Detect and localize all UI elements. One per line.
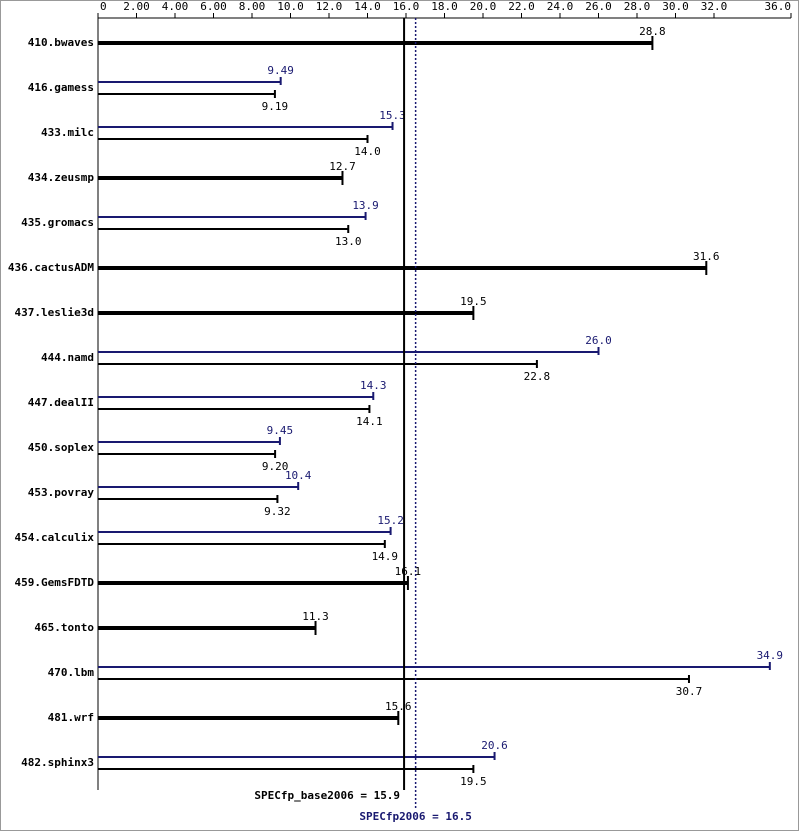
category-label: 444.namd [41, 351, 94, 364]
category-label: 447.dealII [28, 396, 94, 409]
category-label: 482.sphinx3 [21, 756, 94, 769]
value-label: 16.1 [395, 565, 422, 578]
category-label: 433.milc [41, 126, 94, 139]
x-tick-label: 14.0 [354, 0, 381, 13]
bar [98, 626, 316, 630]
x-tick-label: 0 [100, 0, 107, 13]
value-label: 15.6 [385, 700, 412, 713]
bar [98, 81, 281, 83]
category-label: 436.cactusADM [8, 261, 94, 274]
reference-label: SPECfp_base2006 = 15.9 [254, 789, 400, 802]
value-label: 14.0 [354, 145, 381, 158]
value-label: 20.6 [481, 739, 508, 752]
bar [98, 486, 299, 488]
value-label: 15.2 [377, 514, 404, 527]
bar [98, 666, 770, 668]
bar [98, 543, 385, 545]
category-label: 410.bwaves [28, 36, 94, 49]
bar [98, 453, 276, 455]
x-tick-label: 10.0 [277, 0, 304, 13]
value-label: 9.49 [267, 64, 294, 77]
value-label: 14.3 [360, 379, 387, 392]
bar [98, 581, 408, 585]
x-tick-label: 4.00 [162, 0, 189, 13]
category-label: 434.zeusmp [28, 171, 95, 184]
x-tick-label: 6.00 [200, 0, 227, 13]
bar [98, 768, 474, 770]
bar [98, 351, 599, 353]
x-tick-label: 18.0 [431, 0, 458, 13]
value-label: 9.20 [262, 460, 289, 473]
x-tick-label: 28.0 [624, 0, 651, 13]
x-tick-label: 26.0 [585, 0, 612, 13]
bar [98, 716, 399, 720]
bar [98, 441, 280, 443]
x-tick-label: 16.0 [393, 0, 420, 13]
value-label: 19.5 [460, 775, 487, 788]
x-tick-label: 12.0 [316, 0, 343, 13]
category-label: 454.calculix [15, 531, 95, 544]
bar [98, 756, 495, 758]
bar [98, 408, 370, 410]
x-tick-label: 22.0 [508, 0, 535, 13]
category-label: 450.soplex [28, 441, 95, 454]
bar [98, 363, 537, 365]
bar [98, 41, 653, 45]
value-label: 31.6 [693, 250, 720, 263]
bar [98, 228, 349, 230]
bar [98, 311, 474, 315]
category-label: 453.povray [28, 486, 95, 499]
x-tick-label: 36.0 [765, 0, 792, 13]
bar [98, 176, 343, 180]
bar [98, 498, 278, 500]
value-label: 9.19 [262, 100, 289, 113]
value-label: 12.7 [329, 160, 356, 173]
x-tick-label: 8.00 [239, 0, 266, 13]
value-label: 14.9 [372, 550, 399, 563]
value-label: 10.4 [285, 469, 312, 482]
bar [98, 266, 707, 270]
value-label: 11.3 [302, 610, 329, 623]
category-label: 437.leslie3d [15, 306, 94, 319]
category-label: 481.wrf [48, 711, 94, 724]
value-label: 13.9 [352, 199, 379, 212]
value-label: 30.7 [676, 685, 703, 698]
category-label: 470.lbm [48, 666, 95, 679]
category-label: 435.gromacs [21, 216, 94, 229]
x-tick-label: 24.0 [547, 0, 574, 13]
value-label: 34.9 [757, 649, 784, 662]
value-label: 9.32 [264, 505, 291, 518]
value-label: 26.0 [585, 334, 612, 347]
x-tick-label: 20.0 [470, 0, 497, 13]
category-label: 416.gamess [28, 81, 94, 94]
value-label: 13.0 [335, 235, 362, 248]
bar [98, 138, 368, 140]
category-label: 465.tonto [34, 621, 94, 634]
category-label: 459.GemsFDTD [15, 576, 95, 589]
bar [98, 93, 275, 95]
value-label: 22.8 [524, 370, 551, 383]
reference-label: SPECfp2006 = 16.5 [359, 810, 472, 823]
x-tick-label: 32.0 [701, 0, 728, 13]
bar [98, 531, 391, 533]
x-tick-label: 30.0 [662, 0, 689, 13]
value-label: 14.1 [356, 415, 383, 428]
bar [98, 396, 374, 398]
bar [98, 126, 393, 128]
x-tick-label: 2.00 [123, 0, 150, 13]
bar [98, 216, 366, 218]
bar [98, 678, 689, 680]
value-label: 9.45 [267, 424, 294, 437]
value-label: 28.8 [639, 25, 666, 38]
value-label: 15.3 [379, 109, 406, 122]
value-label: 19.5 [460, 295, 487, 308]
